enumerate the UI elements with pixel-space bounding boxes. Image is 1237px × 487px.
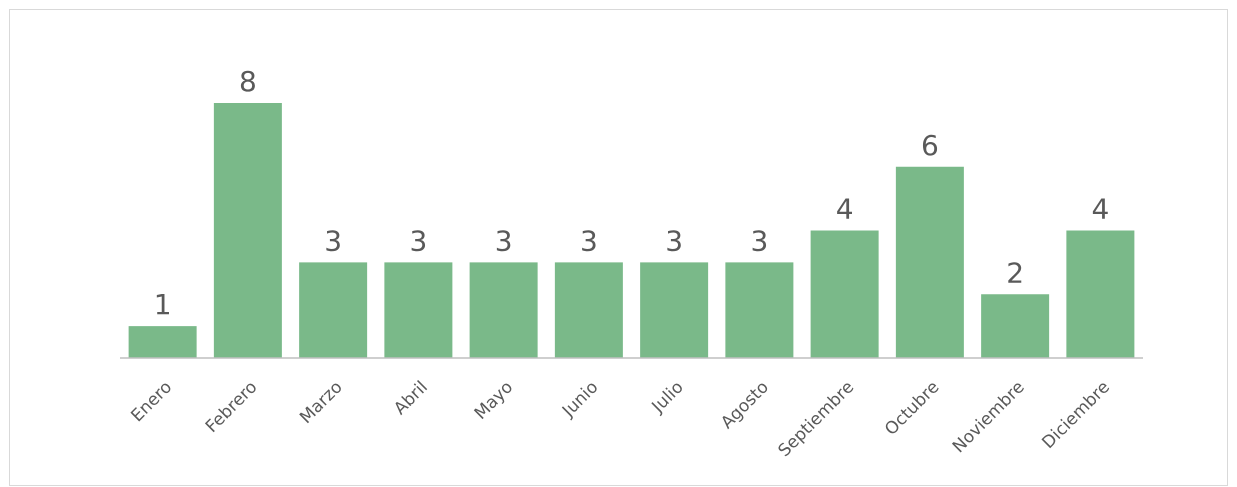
data-label-febrero: 8	[239, 65, 257, 98]
bar-febrero	[213, 103, 282, 358]
bar-mayo	[469, 262, 538, 358]
data-label-marzo: 3	[324, 224, 342, 257]
data-label-enero: 1	[154, 288, 172, 321]
x-tick-label-enero: Enero	[127, 377, 176, 426]
bars-group	[128, 103, 1135, 358]
chart-frame	[9, 9, 1228, 486]
data-label-diciembre: 4	[1091, 193, 1109, 226]
x-tick-label-agosto: Agosto	[717, 377, 773, 433]
data-label-octubre: 6	[921, 129, 939, 162]
x-tick-labels-group: Enero Febrero Marzo Abril Mayo Junio Julio Agos…	[127, 377, 1114, 461]
x-tick-label-julio: Julio	[648, 377, 688, 417]
x-tick-label-diciembre: Diciembre	[1038, 377, 1114, 453]
x-tick-label-octubre: Octubre	[881, 377, 943, 439]
bar-enero	[128, 326, 197, 358]
x-tick-label-febrero: Febrero	[202, 377, 262, 437]
x-tick-label-junio: Junio	[558, 377, 602, 421]
bar-marzo	[299, 262, 368, 358]
bar-abril	[384, 262, 453, 358]
data-label-septiembre: 4	[836, 193, 854, 226]
bar-diciembre	[1066, 230, 1135, 358]
bar-julio	[640, 262, 709, 358]
data-label-julio: 3	[665, 224, 683, 257]
bar-agosto	[725, 262, 794, 358]
data-label-junio: 3	[580, 224, 598, 257]
bar-septiembre	[810, 230, 879, 358]
x-tick-label-mayo: Mayo	[471, 377, 517, 423]
x-tick-label-marzo: Marzo	[296, 377, 346, 427]
x-tick-label-noviembre: Noviembre	[949, 377, 1029, 457]
bar-noviembre	[981, 294, 1050, 358]
bar-octubre	[895, 166, 964, 358]
data-label-mayo: 3	[495, 224, 513, 257]
bar-junio	[554, 262, 623, 358]
data-labels-group: 1 8 3 3 3 3 3 3 4 6 2 4	[154, 65, 1110, 321]
data-label-noviembre: 2	[1006, 256, 1024, 289]
x-tick-label-septiembre: Septiembre	[774, 377, 858, 461]
x-tick-label-abril: Abril	[390, 377, 432, 419]
data-label-agosto: 3	[750, 224, 768, 257]
data-label-abril: 3	[409, 224, 427, 257]
